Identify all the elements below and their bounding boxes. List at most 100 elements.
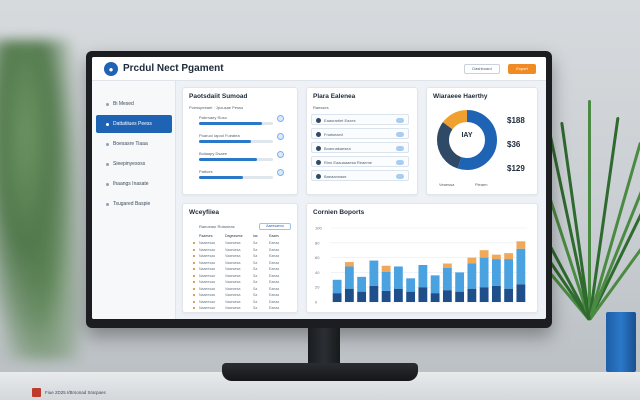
bar-segment <box>504 253 514 260</box>
card-title: Plara Ealenea <box>313 93 356 100</box>
status-row[interactable]: Rinn Eaauaaaesa Reaeme <box>311 156 409 167</box>
status-check-icon[interactable] <box>277 133 284 140</box>
bar-segment <box>406 278 416 292</box>
bar-segment <box>357 276 367 292</box>
table-cell: Sa <box>253 267 258 271</box>
monitor-stand-base <box>222 363 418 381</box>
table-cell: Naaeesaa <box>199 306 215 310</box>
table-cell: Sa <box>253 254 258 258</box>
bar-segment <box>418 287 428 302</box>
table-cell: Sa <box>253 299 258 304</box>
status-badge <box>396 160 404 165</box>
bar-segment <box>344 288 354 302</box>
table-cell: Sa <box>253 293 258 297</box>
table-cell: Naaeesaa <box>199 273 215 278</box>
table-cell: Eaeaa <box>269 260 280 265</box>
y-tick-label: 80 <box>315 240 320 245</box>
bar-segment <box>442 267 452 291</box>
table-cell: Eaeaa <box>269 273 280 278</box>
table-cell: Naaeesaa <box>199 241 215 245</box>
table-cell: Sa <box>253 247 258 252</box>
card-title: Cornien Boports <box>313 209 365 216</box>
table-cell: Eaeaa <box>269 280 280 284</box>
status-row-label: Fnatseaed <box>324 132 343 137</box>
status-row[interactable]: Fnatseaed <box>311 128 409 139</box>
bar-segment <box>467 257 477 264</box>
row-status-dot-icon <box>193 294 195 296</box>
donut-chart <box>437 110 497 170</box>
bar-segment <box>381 265 391 272</box>
filter-dropdown[interactable]: Aaeesaenu <box>259 223 291 230</box>
bar-segment <box>467 288 477 302</box>
status-row[interactable]: Baeaannase <box>311 170 409 181</box>
app-logo-icon: ● <box>104 62 118 76</box>
row-status-dot-icon <box>193 287 195 290</box>
donut-slice <box>437 110 497 170</box>
bar-segment <box>516 241 526 249</box>
bar-segment <box>455 291 465 302</box>
sidebar-item-reports[interactable]: Tsugared Baspie <box>96 195 172 213</box>
card-title: Wceyfiiea <box>189 209 219 216</box>
row-status-dot-icon <box>193 242 195 244</box>
app-icon[interactable] <box>32 387 41 397</box>
table-subtitle: Raeoeasr Rotaoeas <box>199 224 235 229</box>
bar-segment <box>430 293 440 302</box>
status-row[interactable]: Boannakaesea <box>311 142 409 153</box>
status-check-icon[interactable] <box>277 151 284 158</box>
bar-segment <box>455 272 465 292</box>
summary-progress-bar <box>199 140 273 143</box>
status-row[interactable]: Eaasrartiet Eaxes <box>311 114 409 125</box>
sidebar-item-home[interactable]: Bi Mesed <box>96 95 172 113</box>
sidebar-item-dashboard[interactable]: Dattatiiues Peess <box>96 115 172 133</box>
summary-progress-bar <box>199 176 273 179</box>
donut-slice <box>437 110 497 170</box>
dashboard-button[interactable]: Dashboard <box>464 64 500 74</box>
status-row-label: Eaasrartiet Eaxes <box>324 118 356 123</box>
app-title: Prcdul Nect Pgament <box>123 63 224 74</box>
table-cell: Sa <box>253 241 258 245</box>
sidebar-item-label: Tsugared Baspie <box>113 201 151 207</box>
table-header-cell: Paaeses <box>199 234 213 238</box>
table-header-cell: Ias <box>253 234 258 238</box>
monitor: ● Prcdul Nect Pgament Dashboard Export B… <box>86 51 552 328</box>
progress-fill <box>199 122 262 125</box>
card-title: Paotsdaiit Sumoad <box>189 93 248 100</box>
plant-pot <box>606 312 636 372</box>
table-cell: Vaaeaesa <box>225 260 241 265</box>
status-check-icon[interactable] <box>277 169 284 176</box>
row-status-dot-icon <box>193 274 195 277</box>
bar-segment <box>467 263 477 289</box>
table-header-cell: Dageasese <box>225 234 243 238</box>
status-card: Plara Ealenea Raesses Eaasrartiet Eaxes … <box>306 87 418 195</box>
plant-leaf <box>588 100 591 320</box>
screen: ● Prcdul Nect Pgament Dashboard Export B… <box>92 57 546 319</box>
bar-segment <box>332 279 342 294</box>
status-badge <box>396 118 404 123</box>
sidebar-item-tasks[interactable]: Boesasre Tiaaa <box>96 135 172 153</box>
donut-value: $129 <box>507 164 525 173</box>
bar-segment <box>369 285 379 302</box>
table-cell: Sa <box>253 260 258 265</box>
table-cell: Vaaeaesa <box>225 254 241 258</box>
bar-segment <box>393 288 403 302</box>
bar-segment <box>479 287 489 302</box>
bar-segment <box>344 266 354 289</box>
app-header: ● Prcdul Nect Pgament Dashboard Export <box>92 57 546 81</box>
status-row-label: Baeaannase <box>324 174 347 179</box>
legend-label: Veaessa <box>439 182 455 187</box>
nav-dot-icon <box>106 182 109 186</box>
status-item-icon <box>316 146 321 151</box>
reports-chart-card: Cornien Boports 100 80 60 40 20 0 <box>306 203 538 313</box>
status-row-label: Boannakaesea <box>324 146 351 151</box>
table-cell: Naaeesaa <box>199 293 215 297</box>
table-cell: Vaaeaesa <box>225 241 241 245</box>
sidebar-item-shipping[interactable]: Sieepinyesoss <box>96 155 172 173</box>
bar-segment <box>344 262 354 267</box>
monitor-stand-neck <box>308 328 340 366</box>
bar-chart: 100 80 60 40 20 0 <box>315 226 527 305</box>
table-cell: Naaeesaa <box>199 247 215 252</box>
status-check-icon[interactable] <box>277 115 284 122</box>
table-cell: Eaeaa <box>269 241 280 245</box>
export-button[interactable]: Export <box>508 64 536 74</box>
sidebar-item-changes[interactable]: Ihaangs Inasate <box>96 175 172 193</box>
